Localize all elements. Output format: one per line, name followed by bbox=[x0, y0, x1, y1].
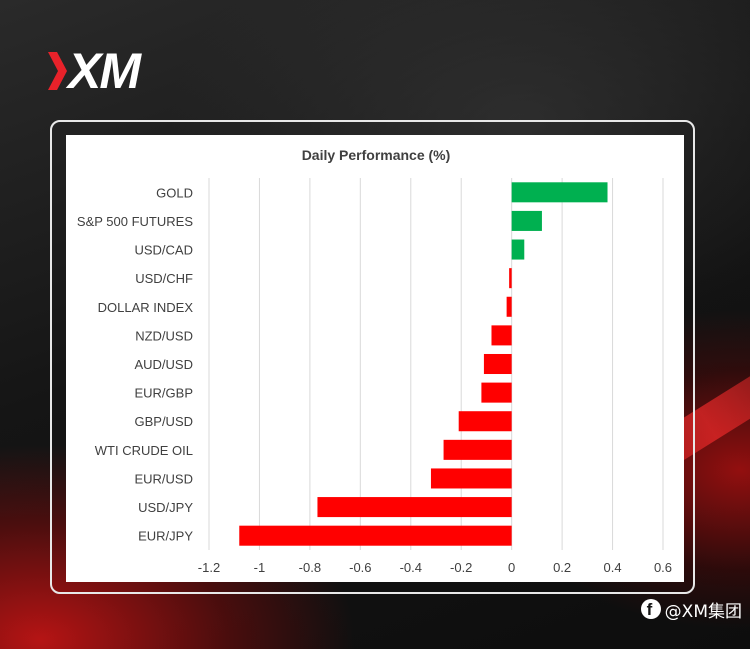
bar-dollar-index bbox=[506, 296, 512, 317]
gridlines bbox=[208, 178, 664, 550]
x-tick-label: -1 bbox=[254, 560, 266, 575]
x-tick-labels: -1.2 -1 -0.8 -0.6 -0.4 -0.2 0 0.2 0.4 0.6 bbox=[198, 560, 672, 575]
category-label: EUR/GBP bbox=[134, 386, 193, 401]
bar-gold bbox=[511, 182, 608, 203]
x-tick-label: -0.6 bbox=[349, 560, 371, 575]
facebook-icon: f bbox=[640, 599, 661, 619]
bar-s-p-500-futures bbox=[511, 210, 542, 231]
bar-usd-cad bbox=[511, 239, 525, 260]
category-label: GOLD bbox=[156, 185, 193, 200]
bar-usd-jpy bbox=[317, 497, 512, 518]
bars bbox=[239, 182, 608, 546]
bar-usd-chf bbox=[509, 268, 512, 289]
category-label: AUD/USD bbox=[134, 357, 193, 372]
xm-logo-mark-icon bbox=[48, 52, 67, 90]
chart-panel: Daily Performance (%) GOLD S&P 500 FUTURE… bbox=[66, 135, 684, 582]
bar-eur-usd bbox=[430, 468, 512, 489]
x-tick-label: -0.2 bbox=[450, 560, 472, 575]
category-label: DOLLAR INDEX bbox=[98, 300, 194, 315]
category-label: WTI CRUDE OIL bbox=[95, 443, 193, 458]
x-tick-label: -0.8 bbox=[299, 560, 321, 575]
x-tick-label: -0.4 bbox=[400, 560, 422, 575]
x-tick-label: 0.6 bbox=[654, 560, 672, 575]
category-label: EUR/USD bbox=[134, 471, 193, 486]
category-label: S&P 500 FUTURES bbox=[77, 214, 193, 229]
bar-gbp-usd bbox=[458, 411, 512, 432]
category-label: EUR/JPY bbox=[138, 529, 193, 544]
daily-performance-chart: Daily Performance (%) GOLD S&P 500 FUTURE… bbox=[77, 147, 672, 575]
watermark: f @XM集团 bbox=[640, 596, 742, 622]
chart-title: Daily Performance (%) bbox=[302, 147, 451, 163]
category-labels: GOLD S&P 500 FUTURES USD/CAD USD/CHF DOLLAR … bbox=[77, 185, 193, 543]
bar-aud-usd bbox=[483, 353, 512, 375]
bar-nzd-usd bbox=[491, 325, 512, 346]
bar-wti-crude-oil bbox=[443, 439, 512, 460]
x-tick-label: 0 bbox=[508, 560, 515, 575]
category-label: USD/JPY bbox=[138, 500, 193, 515]
category-label: USD/CHF bbox=[135, 271, 193, 286]
watermark-text: @XM集团 bbox=[664, 601, 742, 622]
bar-eur-gbp bbox=[481, 382, 512, 403]
category-label: NZD/USD bbox=[135, 328, 193, 343]
bar-eur-jpy bbox=[239, 525, 512, 546]
x-tick-label: 0.2 bbox=[553, 560, 571, 575]
xm-logo: XM bbox=[48, 43, 141, 99]
chart-frame bbox=[50, 120, 695, 594]
x-tick-label: 0.4 bbox=[604, 560, 622, 575]
category-label: GBP/USD bbox=[134, 414, 193, 429]
xm-logo-text: XM bbox=[68, 43, 141, 99]
x-tick-label: -1.2 bbox=[198, 560, 220, 575]
category-label: USD/CAD bbox=[134, 243, 193, 258]
